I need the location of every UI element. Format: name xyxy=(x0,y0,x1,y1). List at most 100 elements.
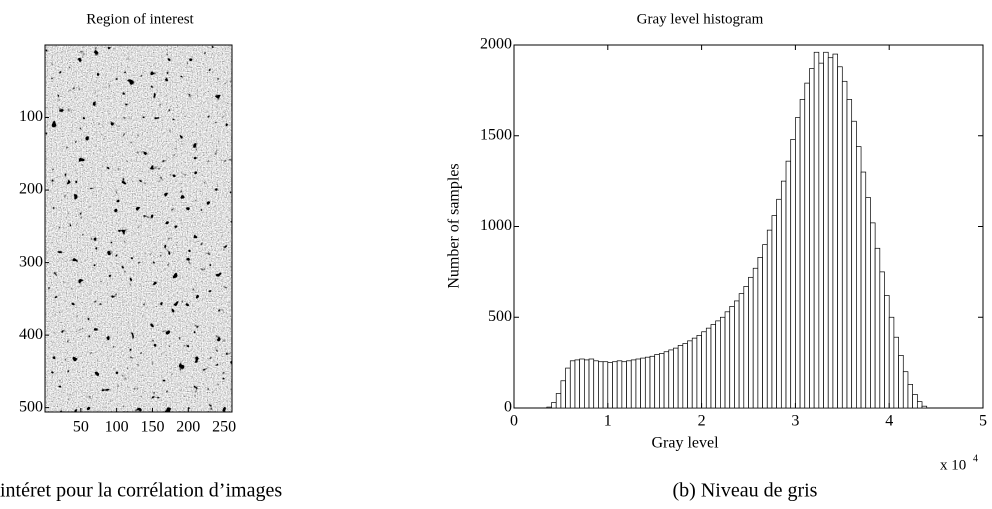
histogram-bar xyxy=(766,229,773,409)
histogram-bar xyxy=(696,335,702,409)
histogram-bar xyxy=(682,343,688,409)
histogram-bar xyxy=(710,324,717,409)
histogram-bar xyxy=(752,267,759,409)
histogram-bar xyxy=(823,51,829,409)
x-tick-label: 4 xyxy=(885,413,893,430)
histogram-bar xyxy=(738,293,745,409)
x-tick-label: 0 xyxy=(510,413,518,430)
histogram-bar xyxy=(715,320,721,409)
histogram-bar xyxy=(870,222,876,409)
x-axis-label: Gray level xyxy=(651,435,719,452)
histogram-bar xyxy=(659,353,665,409)
histogram-bar xyxy=(790,139,796,409)
x-tick-label: 3 xyxy=(791,413,799,430)
histogram-bar xyxy=(818,62,824,409)
histogram-bar xyxy=(565,367,571,409)
histogram-bar xyxy=(724,311,731,409)
histogram-bar xyxy=(893,336,899,409)
histogram-bar xyxy=(673,347,679,409)
histogram-bar xyxy=(663,351,670,409)
histogram-bar xyxy=(616,360,623,409)
histogram-bar xyxy=(551,402,557,409)
histogram-bar xyxy=(640,357,646,409)
histogram-bar xyxy=(832,53,838,409)
histogram-bar xyxy=(621,361,627,409)
histogram-bar xyxy=(907,384,914,409)
y-tick-label: 1000 xyxy=(480,217,512,234)
histogram-bar xyxy=(668,349,674,409)
y-tick-label: 0 xyxy=(504,399,512,416)
histogram-bar xyxy=(644,356,651,409)
histogram-bar xyxy=(780,180,787,409)
histogram-bar xyxy=(701,331,707,409)
histogram-bar xyxy=(874,247,881,409)
x-tick-label: 1 xyxy=(604,413,612,430)
caption-a: intéret pour la corrélation d’images xyxy=(0,480,282,502)
histogram-bar xyxy=(560,380,566,409)
histogram-bar xyxy=(865,197,871,409)
histogram-bar xyxy=(546,406,552,409)
histogram-bar xyxy=(837,66,843,409)
x-tick-label: 100 xyxy=(105,419,129,436)
histogram-bar xyxy=(912,394,918,409)
histogram-bar xyxy=(846,99,853,409)
x-multiplier-exponent: 4 xyxy=(973,453,978,464)
histogram-bar xyxy=(607,362,613,409)
x-tick-label: 5 xyxy=(979,413,987,430)
x-multiplier: x 10 xyxy=(940,457,966,473)
y-tick-label: 500 xyxy=(19,398,43,415)
histogram-bar xyxy=(569,360,576,409)
histogram-bar xyxy=(916,401,923,409)
histogram-bar xyxy=(626,360,632,409)
histogram-bar xyxy=(902,371,909,409)
chart-title: Gray level histogram xyxy=(637,11,764,27)
x-tick-label: 250 xyxy=(212,419,236,436)
histogram-bar xyxy=(729,306,735,409)
histogram-bar xyxy=(841,80,848,409)
histogram-bar xyxy=(588,358,595,409)
histogram-bar xyxy=(677,345,684,409)
histogram-bar xyxy=(851,120,857,409)
histogram-bar xyxy=(757,257,763,409)
histogram-bar xyxy=(827,57,834,409)
y-tick-label: 1500 xyxy=(480,126,512,143)
histogram-bar xyxy=(583,359,590,409)
histogram-bar xyxy=(888,316,895,409)
histogram-bar xyxy=(879,271,885,409)
histogram-bar xyxy=(579,358,585,409)
histogram-bar xyxy=(762,244,768,409)
histogram-bar xyxy=(635,358,641,409)
histogram-bar xyxy=(898,355,904,409)
y-tick-label: 100 xyxy=(19,108,43,125)
y-tick-label: 500 xyxy=(488,308,512,325)
histogram-bar xyxy=(734,300,740,409)
histogram-bar xyxy=(612,361,618,409)
x-tick-label: 50 xyxy=(73,419,89,436)
histogram-bar xyxy=(593,360,599,409)
caption-b: (b) Niveau de gris xyxy=(673,480,818,502)
histogram-bar xyxy=(602,361,609,409)
image-frame xyxy=(44,44,233,413)
histogram-bar xyxy=(720,316,726,409)
histogram-bar xyxy=(884,295,890,409)
histogram-bar xyxy=(921,405,928,409)
histogram-bar xyxy=(748,276,754,409)
histogram-bar xyxy=(691,337,698,409)
y-tick-label: 2000 xyxy=(480,36,512,53)
x-tick-label: 150 xyxy=(140,419,164,436)
histogram-bar xyxy=(654,354,660,409)
histogram-bar xyxy=(795,117,801,409)
histogram-bar xyxy=(809,68,815,409)
x-tick-label: 200 xyxy=(176,419,200,436)
histogram-bar xyxy=(813,51,820,409)
histogram-bar xyxy=(785,160,792,409)
histogram-bar xyxy=(705,327,712,409)
histogram-bar xyxy=(860,171,867,409)
y-tick-label: 300 xyxy=(19,253,43,270)
histogram-bar xyxy=(799,99,806,409)
histogram-bar xyxy=(743,286,749,409)
histogram-bar xyxy=(771,215,777,409)
y-tick-label: 400 xyxy=(19,326,43,343)
histogram-bar xyxy=(649,355,656,409)
